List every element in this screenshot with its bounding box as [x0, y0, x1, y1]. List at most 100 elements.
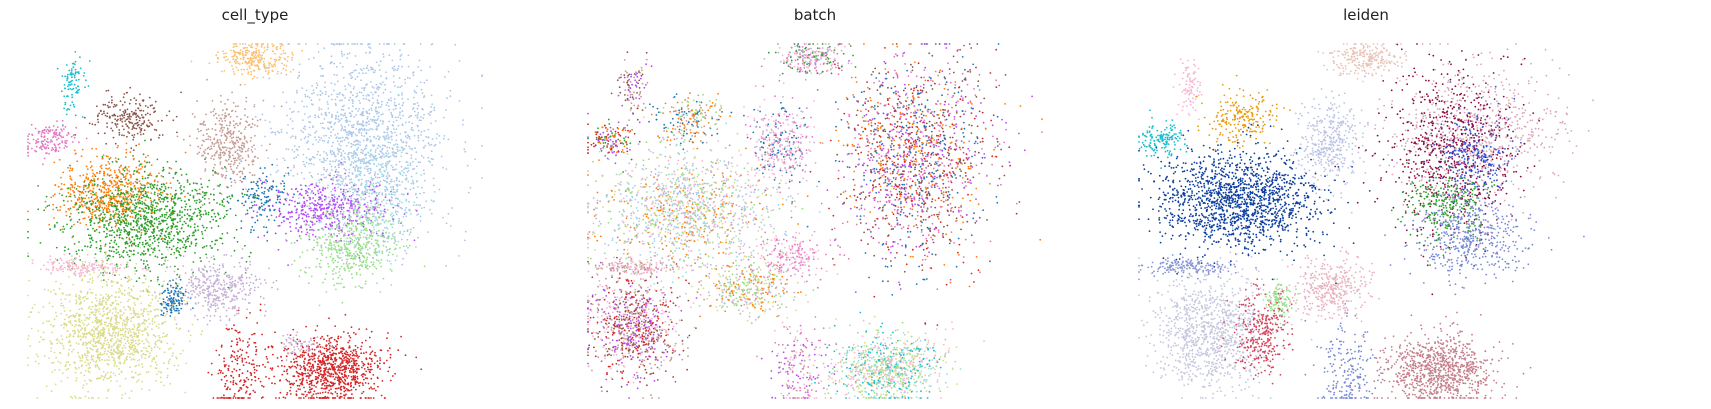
data-point — [181, 216, 183, 219]
data-point — [93, 230, 96, 233]
data-point — [262, 60, 265, 63]
data-point — [287, 55, 289, 58]
data-point — [216, 202, 218, 204]
data-point — [71, 88, 73, 91]
data-point — [215, 142, 218, 144]
data-point — [330, 178, 333, 181]
data-point — [404, 82, 407, 84]
data-point — [131, 236, 134, 238]
data-point — [397, 86, 399, 88]
data-point — [145, 228, 148, 231]
data-point — [406, 171, 409, 173]
data-point — [351, 43, 353, 45]
data-point — [192, 182, 195, 185]
data-point — [392, 186, 395, 189]
data-point — [105, 220, 107, 223]
data-point — [359, 113, 362, 116]
data-point — [104, 245, 106, 247]
data-point — [49, 228, 51, 231]
data-point — [135, 144, 138, 147]
data-point — [255, 57, 257, 60]
data-point — [100, 164, 103, 167]
data-point — [251, 63, 253, 66]
data-point — [458, 60, 461, 62]
data-point — [381, 193, 384, 196]
data-point — [199, 206, 202, 209]
data-point — [393, 128, 395, 131]
data-point — [95, 217, 98, 220]
data-point — [347, 155, 349, 158]
data-point — [223, 205, 226, 208]
data-point — [160, 183, 163, 186]
data-point — [125, 142, 128, 145]
data-point — [110, 96, 113, 98]
data-point — [377, 201, 380, 204]
data-point — [423, 96, 425, 99]
data-point — [346, 53, 349, 55]
data-point — [374, 207, 377, 210]
data-point — [337, 164, 340, 167]
data-point — [91, 165, 93, 167]
data-point — [366, 115, 369, 118]
data-point — [366, 121, 368, 124]
data-point — [159, 196, 162, 199]
data-point — [232, 120, 235, 122]
data-point — [118, 236, 121, 239]
data-point — [378, 168, 381, 171]
data-point — [332, 128, 335, 131]
data-point — [376, 194, 378, 197]
data-point — [129, 86, 132, 89]
data-point — [186, 181, 189, 183]
data-point — [105, 207, 108, 210]
data-point — [330, 208, 333, 211]
data-point — [222, 50, 225, 53]
data-point — [431, 43, 434, 45]
data-point — [35, 139, 38, 142]
data-point — [147, 196, 150, 199]
data-point — [321, 126, 324, 129]
data-point — [336, 80, 339, 83]
data-point — [140, 229, 143, 231]
data-point — [221, 126, 224, 129]
data-point — [129, 198, 132, 201]
data-point — [370, 109, 373, 112]
data-point — [168, 172, 171, 175]
data-point — [112, 255, 115, 258]
data-point — [358, 123, 361, 126]
data-point — [297, 43, 300, 45]
data-point — [241, 192, 244, 195]
data-point — [302, 153, 305, 156]
data-point — [74, 133, 77, 136]
data-point — [405, 245, 408, 247]
data-point — [236, 60, 239, 63]
data-point — [328, 111, 331, 114]
data-point — [300, 226, 303, 229]
data-point — [73, 194, 76, 197]
data-point — [158, 283, 161, 286]
data-point — [139, 182, 142, 185]
data-point — [51, 140, 53, 143]
data-point — [379, 105, 382, 108]
data-point — [331, 145, 333, 148]
data-point — [335, 43, 338, 45]
data-point — [343, 53, 346, 56]
data-point — [241, 142, 244, 144]
data-point — [288, 203, 291, 206]
data-point — [98, 231, 101, 234]
data-point — [174, 265, 176, 268]
data-point — [396, 69, 399, 72]
data-point — [185, 203, 188, 206]
data-point — [160, 207, 163, 210]
data-point — [408, 208, 410, 211]
data-point — [153, 230, 155, 232]
data-point — [277, 189, 280, 192]
data-point — [337, 219, 340, 222]
data-point — [236, 240, 239, 243]
data-point — [206, 147, 209, 150]
data-point — [283, 52, 285, 55]
data-point — [116, 182, 119, 185]
data-point — [385, 212, 387, 214]
data-point — [207, 138, 210, 141]
data-point — [154, 207, 156, 210]
data-point — [90, 179, 93, 182]
